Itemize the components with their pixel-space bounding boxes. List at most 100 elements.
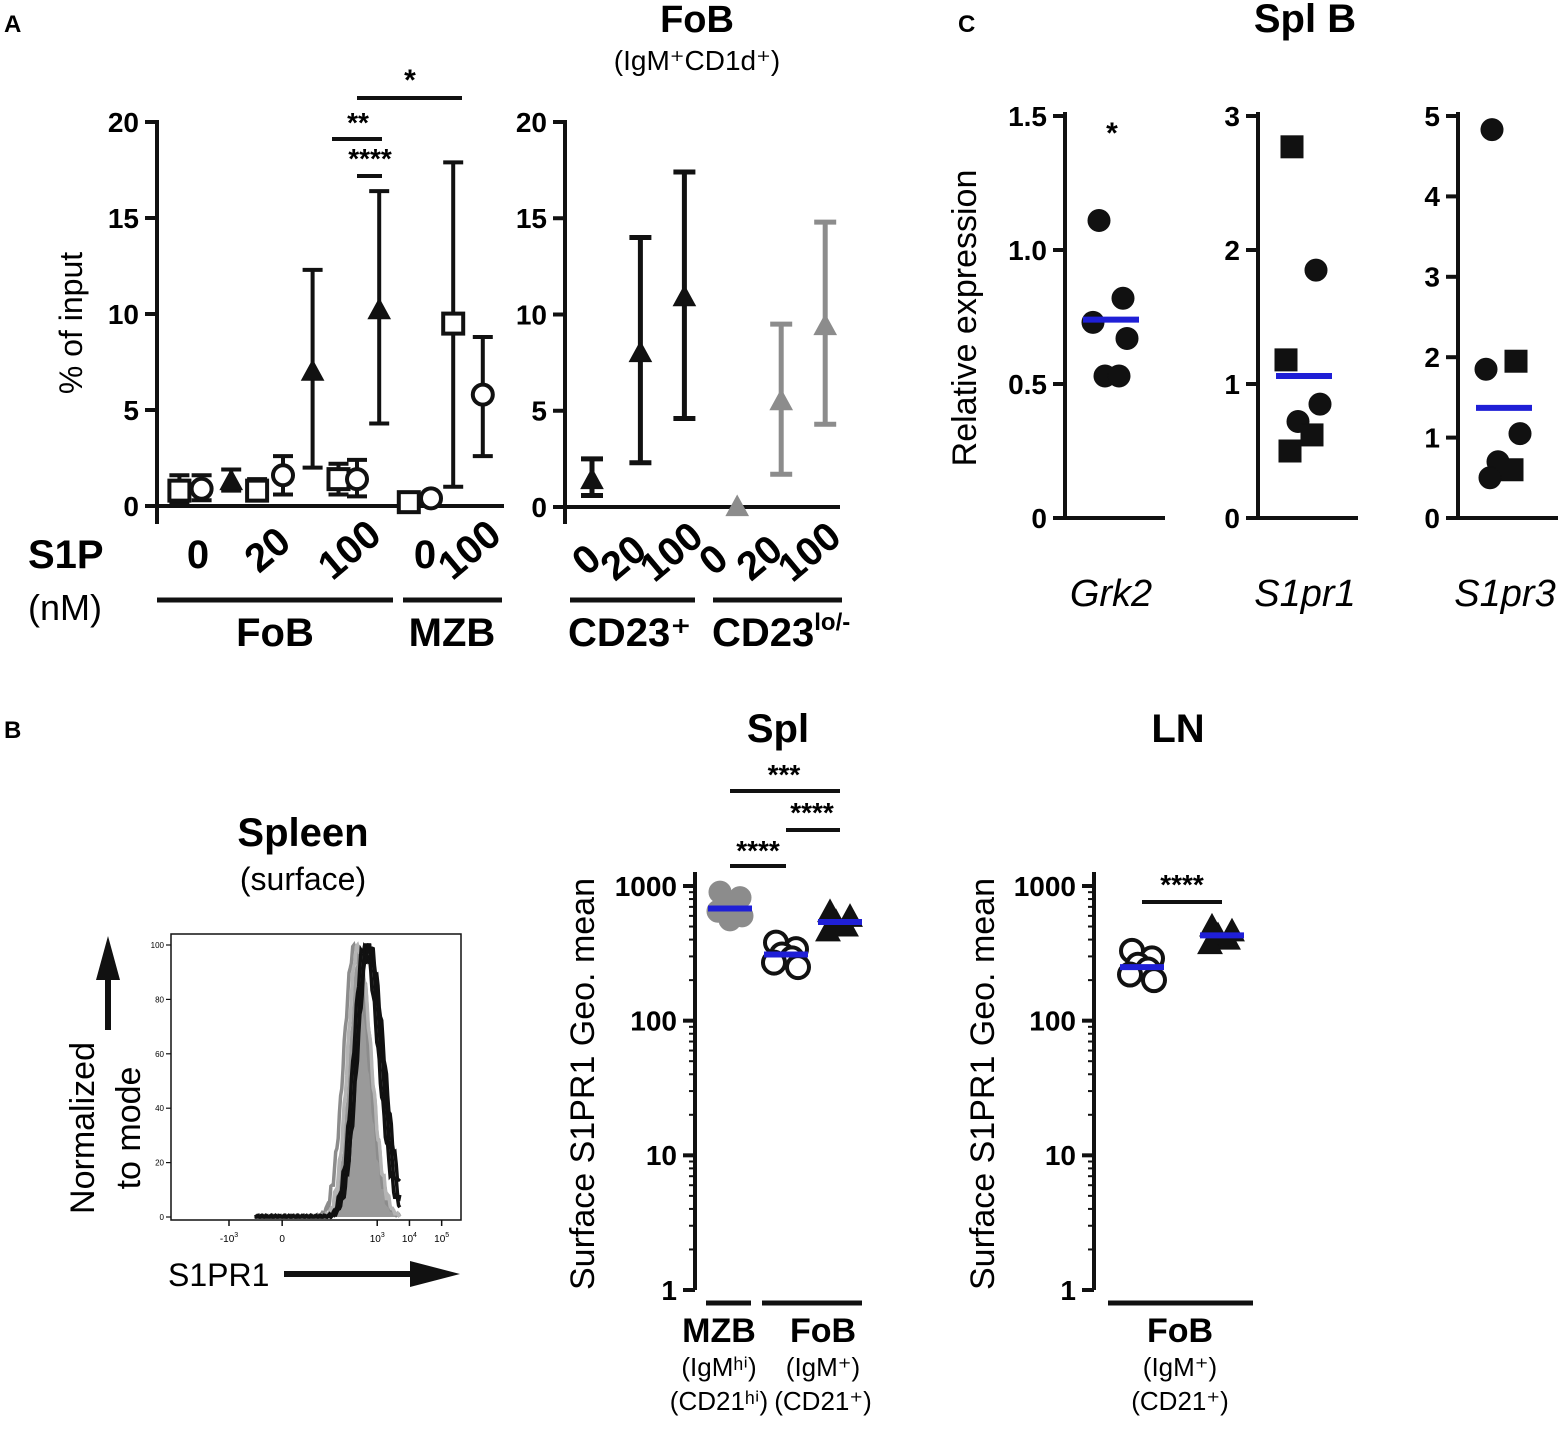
panel-label-b: B <box>4 717 21 744</box>
c-p1-point-0 <box>1280 135 1304 159</box>
a1-point-11 <box>441 311 466 336</box>
a1-point-4 <box>271 463 295 488</box>
c-gene-s1pr1: S1pr1 <box>1254 573 1355 615</box>
chart-b-hist: Spleen (surface) -103 0 103 104 105 0 20 40 60 80… <box>64 811 462 1293</box>
a1-ytick-label-4: 20 <box>108 107 139 138</box>
panel-label-c: C <box>958 11 975 38</box>
a2-point-1 <box>628 340 653 363</box>
ln-group-fob-sub2: (CD21⁺) <box>1131 1386 1229 1416</box>
spl-group-mzb-sub1: (IgMʰⁱ) <box>681 1352 756 1382</box>
c-p1-point-2 <box>1274 348 1298 372</box>
a2-ytick-label-1: 5 <box>531 396 547 427</box>
ln-ytick-label-3: 1000 <box>1014 871 1076 902</box>
hist-xtick-label-4: 105 <box>434 1232 449 1245</box>
c-p2-point-5 <box>1500 458 1524 482</box>
c-p1-point-1 <box>1304 258 1328 282</box>
hist-x-arrow-head <box>410 1261 460 1287</box>
spl-ytick-label-2: 100 <box>630 1005 677 1036</box>
hist-subtitle: (surface) <box>240 861 366 897</box>
a2-ytick-label-4: 20 <box>516 107 547 138</box>
spl-g0-point-6 <box>718 908 742 932</box>
spl-ytick-label-1: 10 <box>646 1140 677 1171</box>
a1-point-10 <box>419 486 443 511</box>
ln-group-fob: FoB <box>1147 1312 1213 1350</box>
spl-g2-point-4 <box>815 917 841 942</box>
a1-ytick-label-3: 15 <box>108 203 139 234</box>
hist-y-label-2: to mode <box>110 1067 148 1190</box>
c-p1-point-5 <box>1300 423 1324 447</box>
hist-xtick-exp-0: 3 <box>234 1232 238 1239</box>
c-p1-ytick-label-0: 0 <box>1224 503 1240 534</box>
hist-ytick-label-1: 20 <box>155 1159 164 1168</box>
a1-point-1 <box>189 476 214 501</box>
c-p0-ytick-label-0: 0 <box>1031 503 1047 534</box>
hist-xtick-exp-3: 4 <box>413 1232 417 1239</box>
c-p2-ytick-label-2: 2 <box>1424 342 1440 373</box>
spl-group-mzb: MZB <box>682 1312 756 1350</box>
ln-group-fob-sub1: (IgM⁺) <box>1143 1352 1217 1382</box>
a1-group-mzb: MZB <box>409 611 496 655</box>
a1-point-0 <box>167 478 192 503</box>
ln-y-label: Surface S1PR1 Geo. mean <box>964 878 1002 1290</box>
chart-c: Spl B Relative expression 0 0.5 1.0 1.5 0 1 2 3… <box>946 0 1558 615</box>
a1-point-7 <box>345 467 369 492</box>
c-p2-ytick-label-5: 5 <box>1424 101 1440 132</box>
panel-label-a: A <box>4 11 21 38</box>
c-p0-point-5 <box>1107 364 1131 388</box>
spl-y-label: Surface S1PR1 Geo. mean <box>564 878 602 1290</box>
a2-point-3 <box>725 494 750 517</box>
a2-group-cd23lo: CD23lo/- <box>712 609 850 655</box>
spl-sig-star-3: **** <box>736 835 780 866</box>
c-p1-ytick-label-1: 1 <box>1224 369 1240 400</box>
a1-point-3 <box>245 478 270 503</box>
a1-s1p-unit: (nM) <box>28 587 102 628</box>
c-p1-ytick-label-2: 2 <box>1224 235 1240 266</box>
hist-ytick-label-0: 0 <box>160 1213 165 1222</box>
a1-xtick-100: 100 <box>310 512 389 589</box>
spl-group-mzb-sub2: (CD21ʰⁱ) <box>670 1386 768 1416</box>
c-p1-point-3 <box>1308 392 1332 416</box>
a2-group-cd23lo-sup: lo/- <box>814 609 850 636</box>
a2-xtick-lo-100: 100 <box>770 514 849 591</box>
hist-y-label-1: Normalized <box>64 1042 102 1214</box>
a1-group-fob: FoB <box>236 611 314 655</box>
c-p0-ytick-label-3: 1.5 <box>1008 101 1047 132</box>
a2-point-5 <box>813 313 838 336</box>
a1-point-8 <box>367 297 392 320</box>
hist-y-arrow-head <box>96 936 120 980</box>
spl-ytick-label-0: 1 <box>661 1275 677 1306</box>
ln-sig-star: **** <box>1160 869 1204 900</box>
c-p1-ytick-label-3: 3 <box>1224 101 1240 132</box>
hist-xtick-label-2: 103 <box>370 1232 385 1245</box>
chart-b-ln: LN Surface S1PR1 Geo. mean 1 10 100 1000 **… <box>964 707 1253 1416</box>
a2-ytick-label-2: 10 <box>516 299 547 330</box>
a1-xtick-mzb-100: 100 <box>430 512 509 589</box>
hist-curve-5 <box>254 943 402 1219</box>
a2-group-cd23: CD23⁺ <box>568 611 691 655</box>
a1-xtick-0: 0 <box>187 533 209 577</box>
c-p2-point-3 <box>1508 422 1532 446</box>
ln-title: LN <box>1151 707 1204 751</box>
a2-subtitle: (IgM⁺CD1d⁺) <box>614 45 780 76</box>
hist-ytick-label-2: 40 <box>155 1104 164 1113</box>
c-p0-ytick-label-2: 1.0 <box>1008 235 1047 266</box>
a1-ytick-label-2: 10 <box>108 299 139 330</box>
a1-y-label: % of input <box>53 252 89 394</box>
c-y-label: Relative expression <box>946 170 984 467</box>
a2-ytick-label-0: 0 <box>531 492 547 523</box>
c-p0-point-1 <box>1111 286 1135 310</box>
spl-group-fob-sub2: (CD21⁺) <box>774 1386 872 1416</box>
hist-xtick-exp-4: 5 <box>445 1232 449 1239</box>
c-gene-s1pr3: S1pr3 <box>1454 573 1555 615</box>
spl-title: Spl <box>747 707 809 751</box>
c-p2-point-2 <box>1474 357 1498 381</box>
a1-sig-star-1: * <box>404 64 416 97</box>
hist-xtick-label-3: 104 <box>402 1232 417 1245</box>
c-p0-point-3 <box>1115 326 1139 350</box>
hist-xtick-label-0: -103 <box>220 1232 238 1245</box>
c-p2-ytick-label-1: 1 <box>1424 422 1440 453</box>
c-p2-point-6 <box>1478 466 1502 490</box>
hist-xtick-label-1: 0 <box>279 1234 285 1245</box>
